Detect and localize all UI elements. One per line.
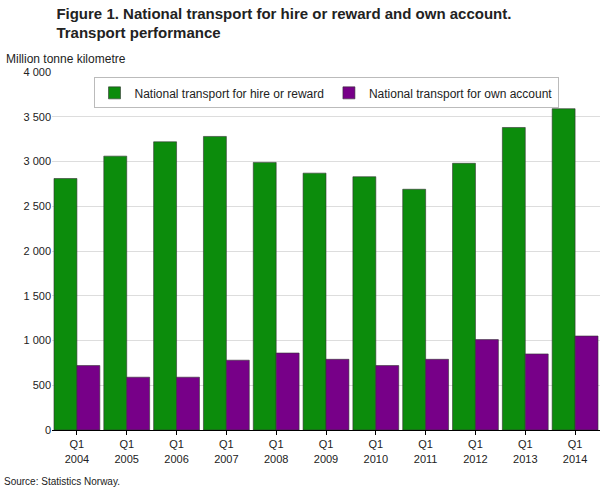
svg-text:3 000: 3 000 <box>23 155 51 167</box>
svg-text:1 000: 1 000 <box>23 334 51 346</box>
svg-text:1 500: 1 500 <box>23 290 51 302</box>
svg-text:Q12011: Q12011 <box>414 438 438 464</box>
svg-text:Q12005: Q12005 <box>114 438 138 464</box>
svg-text:Q12009: Q12009 <box>314 438 338 464</box>
svg-text:National transport for hire or: National transport for hire or reward <box>135 87 324 101</box>
svg-text:National transport for own acc: National transport for own account <box>369 87 552 101</box>
svg-text:Q12014: Q12014 <box>563 438 587 464</box>
svg-text:4 000: 4 000 <box>23 66 51 78</box>
svg-text:0: 0 <box>45 424 51 436</box>
svg-text:Million tonne kilometre: Million tonne kilometre <box>6 52 126 66</box>
svg-text:Q12013: Q12013 <box>513 438 537 464</box>
svg-text:Q12008: Q12008 <box>264 438 288 464</box>
svg-text:2 000: 2 000 <box>23 245 51 257</box>
svg-text:3 500: 3 500 <box>23 111 51 123</box>
svg-text:Q12012: Q12012 <box>463 438 487 464</box>
svg-text:500: 500 <box>33 379 51 391</box>
svg-text:Figure 1. National transport f: Figure 1. National transport for hire or… <box>56 5 511 42</box>
svg-text:2 500: 2 500 <box>23 200 51 212</box>
svg-text:Source: Statistics Norway.: Source: Statistics Norway. <box>4 476 120 487</box>
svg-text:Q12006: Q12006 <box>164 438 188 464</box>
svg-text:Q12007: Q12007 <box>214 438 238 464</box>
svg-text:Q12004: Q12004 <box>65 438 89 464</box>
svg-text:Q12010: Q12010 <box>364 438 388 464</box>
